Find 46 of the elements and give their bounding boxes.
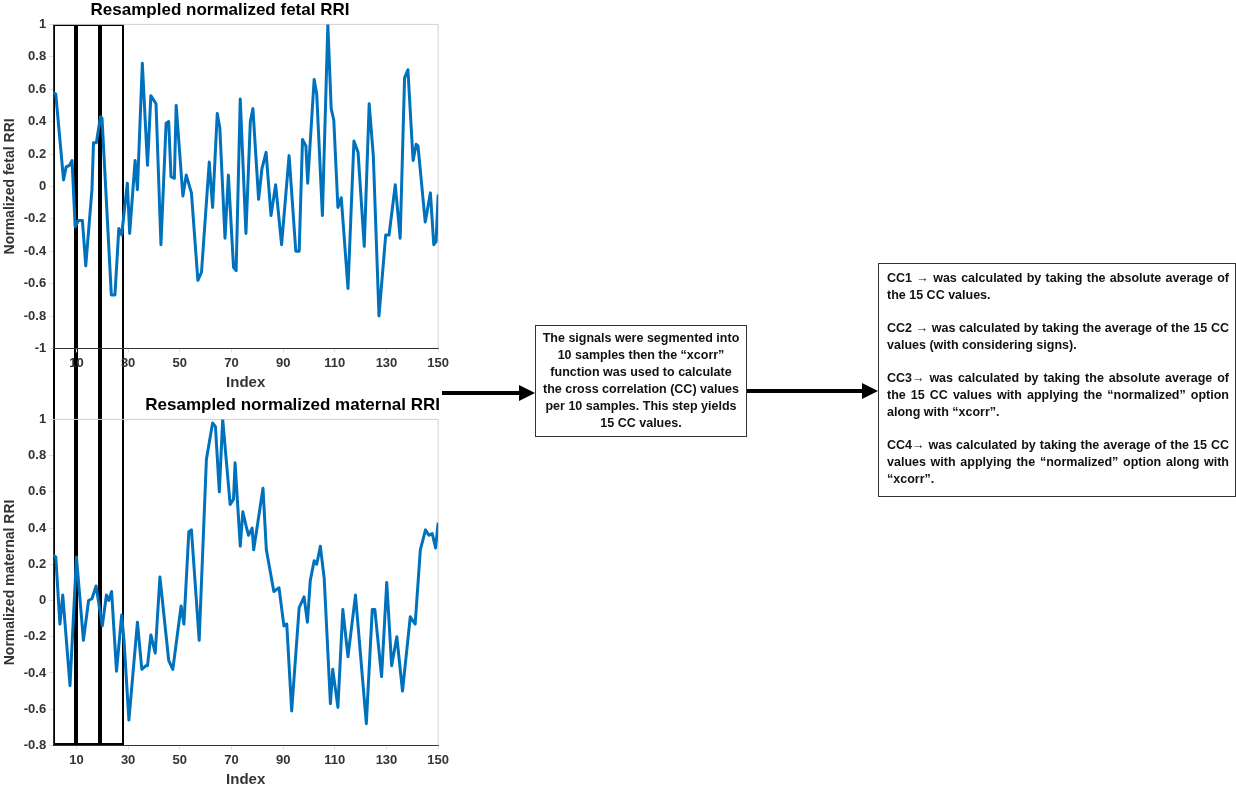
x-tick-label: 10 (69, 751, 84, 767)
y-tick-label: 0.8 (28, 48, 47, 64)
text: CC2 → was calculated by taking the average of the 15 CC values (with considering signs). (887, 320, 1229, 354)
y-tick-label: -0.6 (23, 275, 47, 291)
text: CC3→ was calculated by taking the absolute average of the 15 CC values with applying the “normalized” option along with “xcorr”. (887, 370, 1229, 421)
y-tick-label: 0 (38, 592, 47, 608)
x-tick-label: 30 (120, 751, 136, 767)
y-tick-label: -0.8 (23, 736, 47, 752)
y-tick-label: 0.2 (28, 145, 47, 161)
x-tick-label: 90 (275, 751, 291, 767)
y-tick-label: 0 (38, 177, 47, 193)
x-tick-label: 150 (427, 751, 450, 767)
y-tick-label: -1 (34, 339, 47, 355)
x-tick-label: 50 (172, 751, 188, 767)
y-tick-label: -0.8 (23, 307, 47, 323)
x-tick-label: 130 (375, 751, 398, 767)
text: The signals were segmented into 10 samples then the “xcorr” function was used to calculate the cross correlation (CC) values per 10 samples. This step yields 15 CC values. (542, 330, 740, 432)
y-tick-label: 0.6 (28, 483, 47, 499)
y-tick-label: -0.6 (23, 700, 47, 716)
x-axis-title: Index (226, 770, 266, 788)
x-tick-label: 90 (275, 354, 291, 370)
y-tick-label: -0.2 (23, 210, 47, 226)
y-tick-label: -0.4 (23, 242, 47, 258)
x-tick-label: 110 (324, 751, 346, 767)
y-axis-title: Normalized maternal RRI (1, 499, 18, 666)
y-tick-label: 0.4 (28, 113, 47, 129)
x-tick-label: 70 (224, 751, 239, 767)
y-tick-label: 0.6 (28, 80, 47, 96)
y-tick-label: -0.2 (23, 628, 47, 644)
y-tick-label: 0.8 (28, 447, 47, 463)
y-tick-label: 1 (38, 410, 47, 426)
text: CC1 → was calculated by taking the absolute average of the 15 CC values. (887, 270, 1229, 304)
chart-title: Resampled normalized fetal RRI (90, 0, 350, 19)
y-tick-label: 0.2 (28, 555, 47, 571)
chart-title: Resampled normalized maternal RRI (145, 394, 440, 414)
x-tick-label: 130 (375, 354, 398, 370)
x-tick-label: 110 (324, 354, 346, 370)
y-tick-label: -0.4 (23, 664, 47, 680)
x-tick-label: 70 (224, 354, 239, 370)
x-tick-label: 150 (427, 354, 450, 370)
x-tick-label: 50 (172, 354, 188, 370)
text: CC4→ was calculated by taking the average of the 15 CC values with applying the “normalized” option along with “xcorr”. (887, 437, 1229, 488)
y-tick-label: 0.4 (28, 519, 47, 535)
x-axis-title: Index (226, 373, 266, 391)
y-tick-label: 1 (38, 15, 47, 31)
y-axis-title: Normalized fetal RRI (1, 118, 18, 255)
